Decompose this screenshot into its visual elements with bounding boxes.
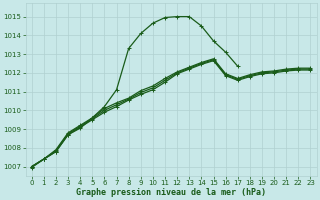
X-axis label: Graphe pression niveau de la mer (hPa): Graphe pression niveau de la mer (hPa) [76, 188, 266, 197]
